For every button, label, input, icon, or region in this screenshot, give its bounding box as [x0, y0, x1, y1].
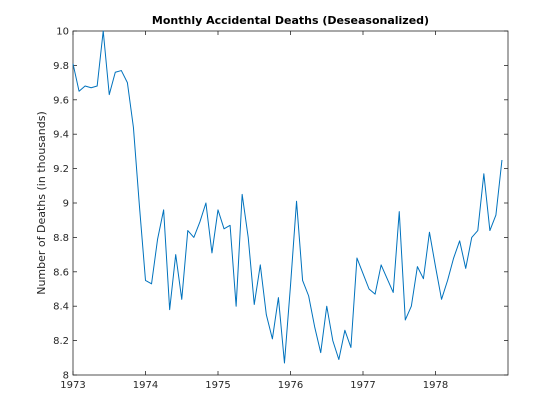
data-point [127, 82, 128, 83]
data-point [266, 314, 267, 315]
data-point [429, 232, 430, 233]
data-point [193, 237, 194, 238]
data-point [72, 63, 73, 64]
data-point [242, 194, 243, 195]
data-point [133, 127, 134, 128]
data-point [199, 221, 200, 222]
x-tick-label: 1978 [423, 380, 448, 391]
x-tick-label: 1973 [60, 380, 85, 391]
data-point [453, 257, 454, 258]
data-point [320, 352, 321, 353]
data-point [447, 280, 448, 281]
data-point [381, 264, 382, 265]
data-point [229, 225, 230, 226]
data-point [145, 280, 146, 281]
y-tick-label: 8.4 [53, 302, 69, 313]
y-tick-label: 10 [56, 27, 69, 38]
y-tick-label: 9.6 [53, 95, 69, 106]
data-point [139, 206, 140, 207]
data-point [254, 304, 255, 305]
data-point [278, 297, 279, 298]
data-point [103, 30, 104, 31]
data-point [260, 264, 261, 265]
series-line [72, 30, 503, 364]
y-axis: 8 8.2 8.4 8.6 8.8 9 9.2 9.4 9.6 9.8 10 [53, 27, 508, 382]
data-point [387, 278, 388, 279]
x-tick-label: 1976 [278, 380, 303, 391]
plot-area [72, 30, 509, 376]
data-point [435, 266, 436, 267]
data-point [248, 237, 249, 238]
chart-title: Monthly Accidental Deaths (Deseasonalize… [152, 14, 429, 27]
y-axis-label: Number of Deaths (in thousands) [35, 111, 48, 295]
data-point [169, 309, 170, 310]
data-point [374, 294, 375, 295]
x-tick-label: 1975 [205, 380, 230, 391]
data-point [115, 72, 116, 73]
data-point [187, 230, 188, 231]
data-point [344, 330, 345, 331]
data-point [97, 85, 98, 86]
data-point [109, 94, 110, 95]
data-point [163, 209, 164, 210]
data-point [393, 292, 394, 293]
data-point [217, 209, 218, 210]
data-point [308, 295, 309, 296]
data-point [501, 159, 502, 160]
data-point [495, 214, 496, 215]
y-tick-label: 9.2 [53, 164, 69, 175]
y-tick-label: 9.4 [53, 130, 69, 141]
data-point [326, 306, 327, 307]
data-point [302, 280, 303, 281]
data-point [465, 268, 466, 269]
data-point [290, 285, 291, 286]
y-tick-label: 8.6 [53, 267, 69, 278]
data-point [175, 254, 176, 255]
y-tick-label: 9.8 [53, 61, 69, 72]
data-point [417, 266, 418, 267]
series-layer [72, 30, 503, 364]
data-point [399, 211, 400, 212]
data-point [211, 252, 212, 253]
data-point [181, 299, 182, 300]
y-tick-label: 8.8 [53, 233, 69, 244]
data-point [223, 228, 224, 229]
data-point [471, 237, 472, 238]
data-point [91, 87, 92, 88]
y-tick-label: 8 [63, 371, 69, 382]
x-tick-label: 1974 [133, 380, 158, 391]
data-point [459, 240, 460, 241]
y-tick-label: 9 [63, 199, 69, 210]
y-tick-label: 8.2 [53, 336, 69, 347]
data-point [368, 288, 369, 289]
data-point [483, 173, 484, 174]
data-point [338, 359, 339, 360]
data-point [78, 91, 79, 92]
data-point [405, 319, 406, 320]
data-point [205, 202, 206, 203]
data-point [121, 70, 122, 71]
data-point [314, 326, 315, 327]
data-point [362, 273, 363, 274]
data-point [272, 338, 273, 339]
data-point [332, 340, 333, 341]
data-point [489, 230, 490, 231]
data-point [296, 201, 297, 202]
data-point [284, 362, 285, 363]
data-point [411, 306, 412, 307]
data-point [356, 257, 357, 258]
data-point [84, 85, 85, 86]
data-point [350, 347, 351, 348]
x-axis: 1973 1974 1975 1976 1977 1978 [60, 31, 448, 391]
data-point [477, 230, 478, 231]
data-point [441, 299, 442, 300]
data-point [157, 239, 158, 240]
data-point [151, 283, 152, 284]
data-point [423, 278, 424, 279]
data-point [236, 306, 237, 307]
x-tick-label: 1977 [350, 380, 375, 391]
